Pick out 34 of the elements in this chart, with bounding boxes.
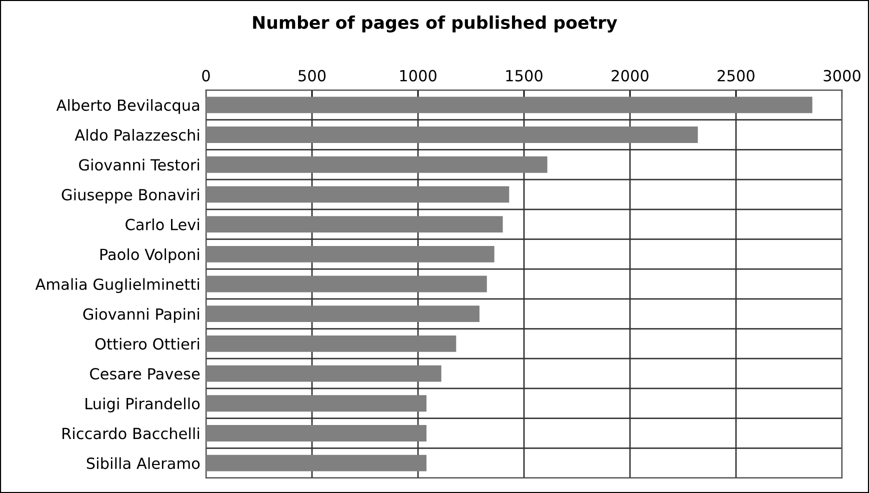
y-tick-label: Giuseppe Bonaviri bbox=[62, 188, 200, 204]
bar bbox=[206, 96, 812, 114]
y-tick-label: Carlo Levi bbox=[126, 218, 200, 230]
bar bbox=[206, 454, 426, 472]
y-tick-label: Alberto Bevilacqua bbox=[56, 99, 200, 114]
bar bbox=[206, 246, 494, 262]
y-tick-label: Giovanni Papini bbox=[83, 308, 200, 323]
bar bbox=[206, 186, 510, 203]
x-tick-label: 0 bbox=[202, 70, 210, 82]
bar bbox=[206, 156, 548, 173]
y-tick-label: Amalia Guglielminetti bbox=[35, 278, 200, 293]
x-tick-label: 1000 bbox=[400, 70, 436, 82]
x-tick-label: 1500 bbox=[506, 70, 542, 82]
y-tick-label: Aldo Palazzeschi bbox=[74, 128, 200, 141]
bar bbox=[206, 216, 503, 233]
y-tick-label: Ottiero Ottieri bbox=[95, 338, 200, 350]
x-tick-label: 500 bbox=[298, 70, 326, 82]
x-tick-label: 2500 bbox=[718, 70, 754, 82]
y-tick-label: Riccardo Bacchelli bbox=[62, 427, 200, 440]
bar bbox=[206, 335, 456, 352]
chart-title: Number of pages of published poetry bbox=[253, 16, 618, 32]
bar bbox=[206, 425, 426, 442]
y-tick-label: Giovanni Testori bbox=[79, 158, 200, 171]
bar bbox=[206, 276, 487, 292]
bar bbox=[206, 126, 698, 143]
bar bbox=[206, 306, 480, 322]
bar bbox=[206, 365, 442, 382]
x-tick-label: 2000 bbox=[612, 70, 648, 82]
bar bbox=[206, 395, 426, 412]
x-tick-label: 3000 bbox=[824, 70, 860, 82]
y-tick-label: Luigi Pirandello bbox=[86, 398, 200, 412]
y-tick-label: Sibilla Aleramo bbox=[86, 457, 200, 470]
y-tick-label: Paolo Volponi bbox=[100, 248, 200, 264]
y-tick-label: Cesare Pavese bbox=[90, 368, 200, 380]
